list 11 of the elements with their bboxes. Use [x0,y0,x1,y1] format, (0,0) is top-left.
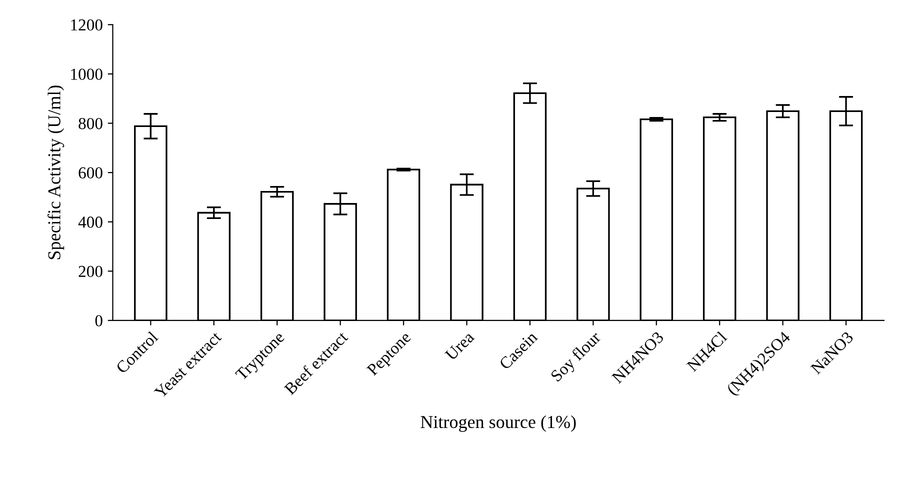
y-tick-label: 0 [95,315,102,326]
x-tick-label: Urea [444,330,475,362]
y-tick-label: 1000 [71,68,102,80]
y-tick-label: 200 [78,266,102,278]
y-tick-label: 400 [78,216,102,228]
y-tick-label: 1200 [71,19,102,31]
y-tick-label: 800 [78,118,102,130]
y-tick-label: 600 [78,167,102,178]
x-axis-title: Nitrogen source (1%) [420,415,576,432]
x-tick-label: Soy flour [550,330,604,384]
y-axis-title: Specific Activity (U/ml) [48,86,64,260]
